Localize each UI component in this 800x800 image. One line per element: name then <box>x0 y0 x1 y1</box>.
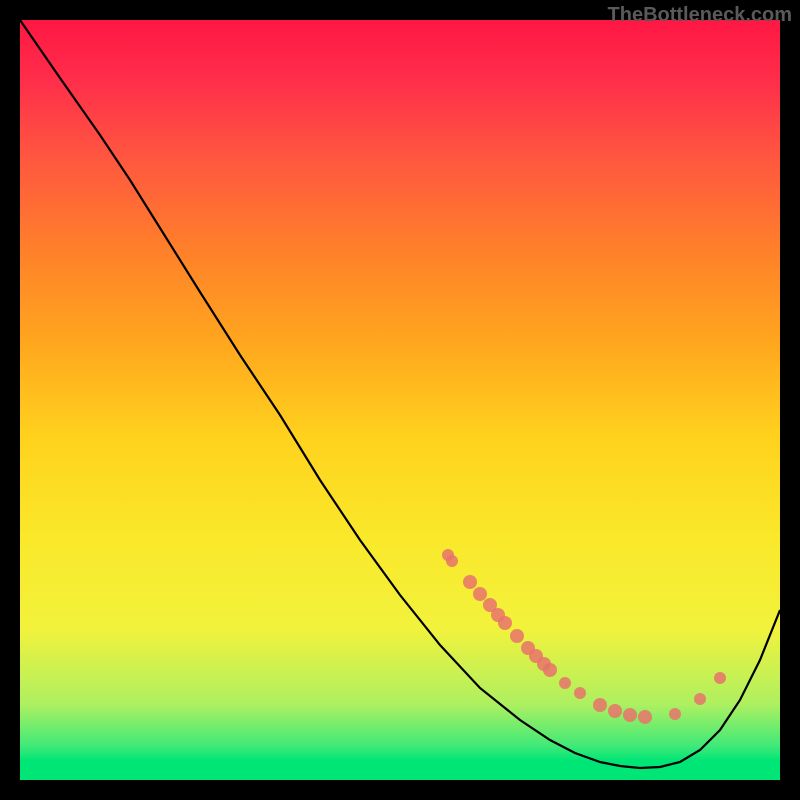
data-marker <box>593 698 607 712</box>
data-marker <box>498 616 512 630</box>
gradient-background <box>20 20 780 780</box>
data-marker <box>694 693 706 705</box>
data-marker <box>638 710 652 724</box>
plot-area <box>20 20 780 780</box>
data-marker <box>559 677 571 689</box>
data-marker <box>714 672 726 684</box>
data-marker <box>543 663 557 677</box>
data-marker <box>510 629 524 643</box>
chart-container: TheBottleneck.com <box>0 0 800 800</box>
data-marker <box>623 708 637 722</box>
data-marker <box>446 555 458 567</box>
bottleneck-chart <box>20 20 780 780</box>
data-marker <box>669 708 681 720</box>
data-marker <box>574 687 586 699</box>
data-marker <box>463 575 477 589</box>
watermark-text: TheBottleneck.com <box>608 4 792 27</box>
data-marker <box>473 587 487 601</box>
data-marker <box>608 704 622 718</box>
